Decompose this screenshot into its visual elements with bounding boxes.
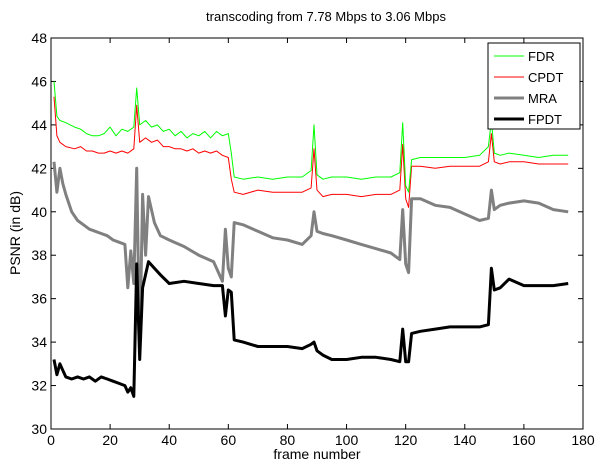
y-tick-label: 44	[31, 117, 47, 133]
y-tick-label: 32	[31, 378, 47, 394]
chart-title: transcoding from 7.78 Mbps to 3.06 Mbps	[206, 9, 446, 24]
legend-label-cpdt: CPDT	[528, 70, 563, 85]
legend: FDR CPDT MRA FPDT	[487, 42, 581, 130]
legend-label-fdr: FDR	[528, 49, 555, 64]
series-lines	[52, 81, 569, 398]
x-tick-label: 60	[221, 432, 237, 448]
x-tick-label: 180	[571, 432, 595, 448]
x-tick-label: 100	[335, 432, 359, 448]
x-tick-label: 0	[47, 432, 55, 448]
y-tick-label: 48	[31, 30, 47, 46]
series-line-fpdt	[52, 260, 569, 398]
legend-box	[487, 42, 581, 130]
y-tick-label: 38	[31, 247, 47, 263]
y-tick-label: 40	[31, 204, 47, 220]
x-tick-label: 160	[512, 432, 536, 448]
x-tick-label: 140	[453, 432, 477, 448]
legend-label-mra: MRA	[528, 91, 557, 106]
x-axis-label: frame number	[273, 446, 360, 462]
x-tick-label: 120	[394, 432, 418, 448]
x-axis: 0 20 40 60 80 100 120 140 160 180	[47, 38, 595, 448]
x-tick-label: 40	[161, 432, 177, 448]
x-tick-label: 80	[280, 432, 296, 448]
series-line-mra	[52, 161, 569, 355]
y-tick-label: 46	[31, 73, 47, 89]
y-tick-label: 34	[31, 334, 47, 350]
y-axis-label: PSNR (in dB)	[7, 191, 23, 275]
y-tick-label: 30	[31, 421, 47, 437]
legend-label-fpdt: FPDT	[528, 112, 562, 127]
series-line-cpdt	[53, 96, 569, 208]
y-axis: 30 32 34 36 38 40 42 44 46 48	[31, 30, 583, 437]
series-line-fdr	[53, 81, 569, 193]
x-tick-label: 20	[102, 432, 118, 448]
y-tick-label: 42	[31, 160, 47, 176]
y-tick-label: 36	[31, 291, 47, 307]
